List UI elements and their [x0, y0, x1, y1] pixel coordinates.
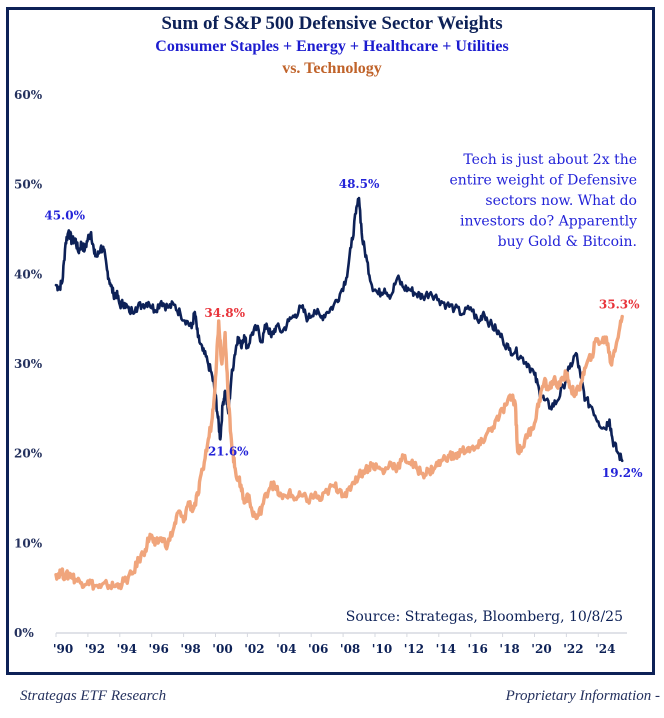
chart-subtitle: Consumer Staples + Energy + Healthcare +… — [155, 38, 509, 55]
x-tick-label: '08 — [340, 642, 360, 656]
defensive-data-label: 48.5% — [339, 177, 380, 191]
y-tick-label: 50% — [14, 178, 43, 192]
x-tick-label: '02 — [244, 642, 264, 656]
x-tick-label: '90 — [53, 642, 73, 656]
x-tick-label: '16 — [468, 642, 488, 656]
y-axis: 0% 10% 20% 30% 40% 50% 60% — [14, 88, 43, 640]
callout-line: sectors now. What do — [485, 193, 637, 209]
x-tick-label: '24 — [595, 642, 615, 656]
defensive-data-label: 19.2% — [602, 466, 643, 480]
y-tick-label: 30% — [14, 357, 43, 371]
x-tick-label: '96 — [149, 642, 169, 656]
defensive-data-label: 21.6% — [208, 444, 249, 458]
y-tick-label: 0% — [14, 626, 34, 640]
x-tick-label: '92 — [85, 642, 105, 656]
y-tick-label: 60% — [14, 88, 43, 102]
x-tick-label: '18 — [499, 642, 519, 656]
x-axis: '90 '92 '94 '96 '98 '00 '02 '04 '06 '08 '10 '12 '14 '… — [53, 632, 627, 656]
callout-line: entire weight of Defensive — [449, 173, 637, 189]
x-tick-label: '14 — [436, 642, 456, 656]
source-note: Source: Strategas, Bloomberg, 10/8/25 — [346, 609, 623, 625]
x-tick-label: '04 — [276, 642, 296, 656]
x-tick-label: '22 — [563, 642, 583, 656]
footer-right: Proprietary Information - — [505, 688, 660, 704]
x-tick-label: '94 — [117, 642, 137, 656]
x-tick-label: '20 — [531, 642, 551, 656]
data-labels: 45.0% 48.5% 21.6% 19.2% 34.8% 35.3% — [44, 177, 643, 480]
callout-line: Tech is just about 2x the — [463, 152, 637, 168]
technology-data-label: 34.8% — [204, 306, 245, 320]
x-tick-label: '10 — [372, 642, 392, 656]
technology-data-label: 35.3% — [599, 297, 640, 311]
x-tick-label: '12 — [404, 642, 424, 656]
callout-line: investors do? Apparently — [460, 214, 637, 230]
defensive-series-line — [54, 196, 624, 463]
x-tick-label: '98 — [180, 642, 200, 656]
callout-annotation: Tech is just about 2x the entire weight o… — [449, 152, 637, 250]
footer-left: Strategas ETF Research — [20, 688, 167, 704]
y-tick-label: 20% — [14, 447, 43, 461]
chart-frame — [6, 7, 655, 675]
chart-title: Sum of S&P 500 Defensive Sector Weights — [161, 13, 503, 34]
technology-series-line — [54, 314, 624, 591]
y-tick-label: 10% — [14, 536, 43, 550]
callout-line: buy Gold & Bitcoin. — [498, 234, 637, 250]
series-group — [54, 196, 624, 591]
x-tick-label: '06 — [308, 642, 328, 656]
x-tick-label: '00 — [212, 642, 232, 656]
defensive-data-label: 45.0% — [44, 209, 85, 223]
y-tick-label: 40% — [14, 267, 43, 281]
chart-subtitle-technology: vs. Technology — [282, 60, 382, 77]
